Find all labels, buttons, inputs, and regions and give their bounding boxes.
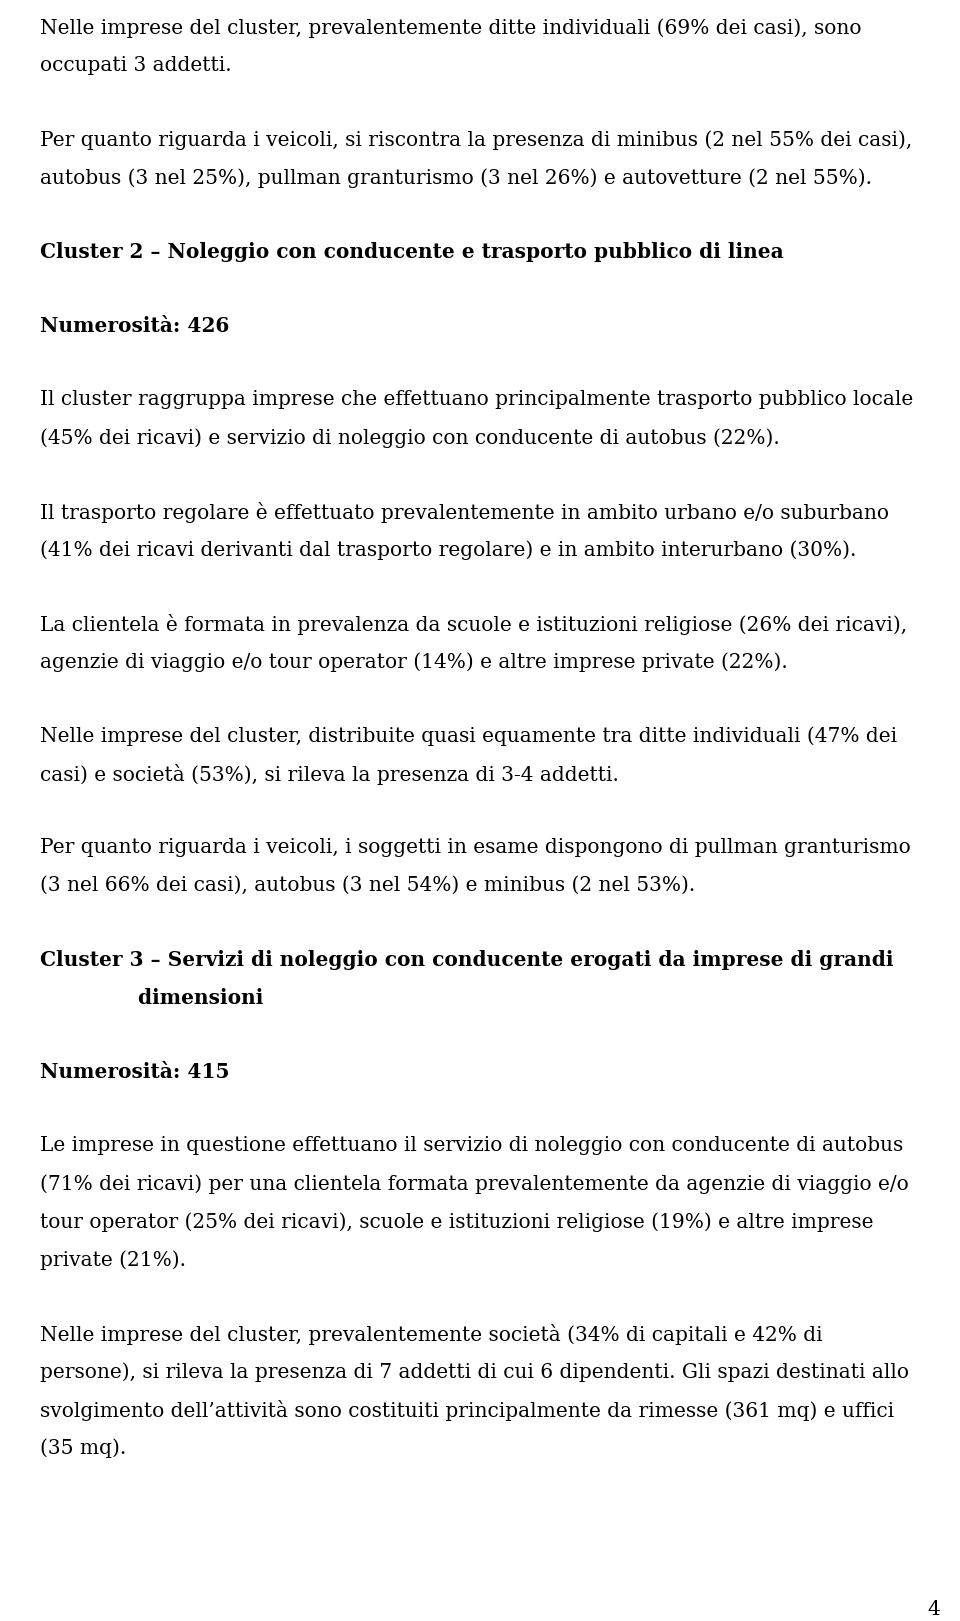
Text: 4: 4 xyxy=(927,1600,940,1619)
Text: Per quanto riguarda i veicoli, si riscontra la presenza di minibus (2 nel 55% de: Per quanto riguarda i veicoli, si riscon… xyxy=(40,130,912,149)
Text: agenzie di viaggio e/o tour operator (14%) e altre imprese private (22%).: agenzie di viaggio e/o tour operator (14… xyxy=(40,652,788,671)
Text: Nelle imprese del cluster, distribuite quasi equamente tra ditte individuali (47: Nelle imprese del cluster, distribuite q… xyxy=(40,726,898,746)
Text: Nelle imprese del cluster, prevalentemente ditte individuali (69% dei casi), son: Nelle imprese del cluster, prevalentemen… xyxy=(40,18,861,37)
Text: Numerosità: 415: Numerosità: 415 xyxy=(40,1062,229,1081)
Text: (35 mq).: (35 mq). xyxy=(40,1438,127,1457)
Text: persone), si rileva la presenza di 7 addetti di cui 6 dipendenti. Gli spazi dest: persone), si rileva la presenza di 7 add… xyxy=(40,1362,909,1381)
Text: private (21%).: private (21%). xyxy=(40,1250,186,1269)
Text: autobus (3 nel 25%), pullman granturismo (3 nel 26%) e autovetture (2 nel 55%).: autobus (3 nel 25%), pullman granturismo… xyxy=(40,169,872,188)
Text: (71% dei ricavi) per una clientela formata prevalentemente da agenzie di viaggio: (71% dei ricavi) per una clientela forma… xyxy=(40,1174,909,1193)
Text: La clientela è formata in prevalenza da scuole e istituzioni religiose (26% dei : La clientela è formata in prevalenza da … xyxy=(40,614,907,635)
Text: svolgimento dell’attività sono costituiti principalmente da rimesse (361 mq) e u: svolgimento dell’attività sono costituit… xyxy=(40,1401,894,1422)
Text: Il trasporto regolare è effettuato prevalentemente in ambito urbano e/o suburban: Il trasporto regolare è effettuato preva… xyxy=(40,503,889,524)
Text: (3 nel 66% dei casi), autobus (3 nel 54%) e minibus (2 nel 53%).: (3 nel 66% dei casi), autobus (3 nel 54%… xyxy=(40,875,695,895)
Text: (45% dei ricavi) e servizio di noleggio con conducente di autobus (22%).: (45% dei ricavi) e servizio di noleggio … xyxy=(40,428,780,447)
Text: occupati 3 addetti.: occupati 3 addetti. xyxy=(40,57,231,75)
Text: Il cluster raggruppa imprese che effettuano principalmente trasporto pubblico lo: Il cluster raggruppa imprese che effettu… xyxy=(40,391,913,408)
Text: Le imprese in questione effettuano il servizio di noleggio con conducente di aut: Le imprese in questione effettuano il se… xyxy=(40,1136,903,1156)
Text: Cluster 2 – Noleggio con conducente e trasporto pubblico di linea: Cluster 2 – Noleggio con conducente e tr… xyxy=(40,242,783,263)
Text: Nelle imprese del cluster, prevalentemente società (34% di capitali e 42% di: Nelle imprese del cluster, prevalentemen… xyxy=(40,1324,823,1345)
Text: tour operator (25% dei ricavi), scuole e istituzioni religiose (19%) e altre imp: tour operator (25% dei ricavi), scuole e… xyxy=(40,1213,874,1232)
Text: Cluster 3 – Servizi di noleggio con conducente erogati da imprese di grandi: Cluster 3 – Servizi di noleggio con cond… xyxy=(40,950,894,969)
Text: dimensioni: dimensioni xyxy=(40,989,263,1008)
Text: casi) e società (53%), si rileva la presenza di 3-4 addetti.: casi) e società (53%), si rileva la pres… xyxy=(40,763,619,785)
Text: (41% dei ricavi derivanti dal trasporto regolare) e in ambito interurbano (30%).: (41% dei ricavi derivanti dal trasporto … xyxy=(40,540,856,559)
Text: Numerosità: 426: Numerosità: 426 xyxy=(40,316,229,336)
Text: Per quanto riguarda i veicoli, i soggetti in esame dispongono di pullman grantur: Per quanto riguarda i veicoli, i soggett… xyxy=(40,838,911,858)
